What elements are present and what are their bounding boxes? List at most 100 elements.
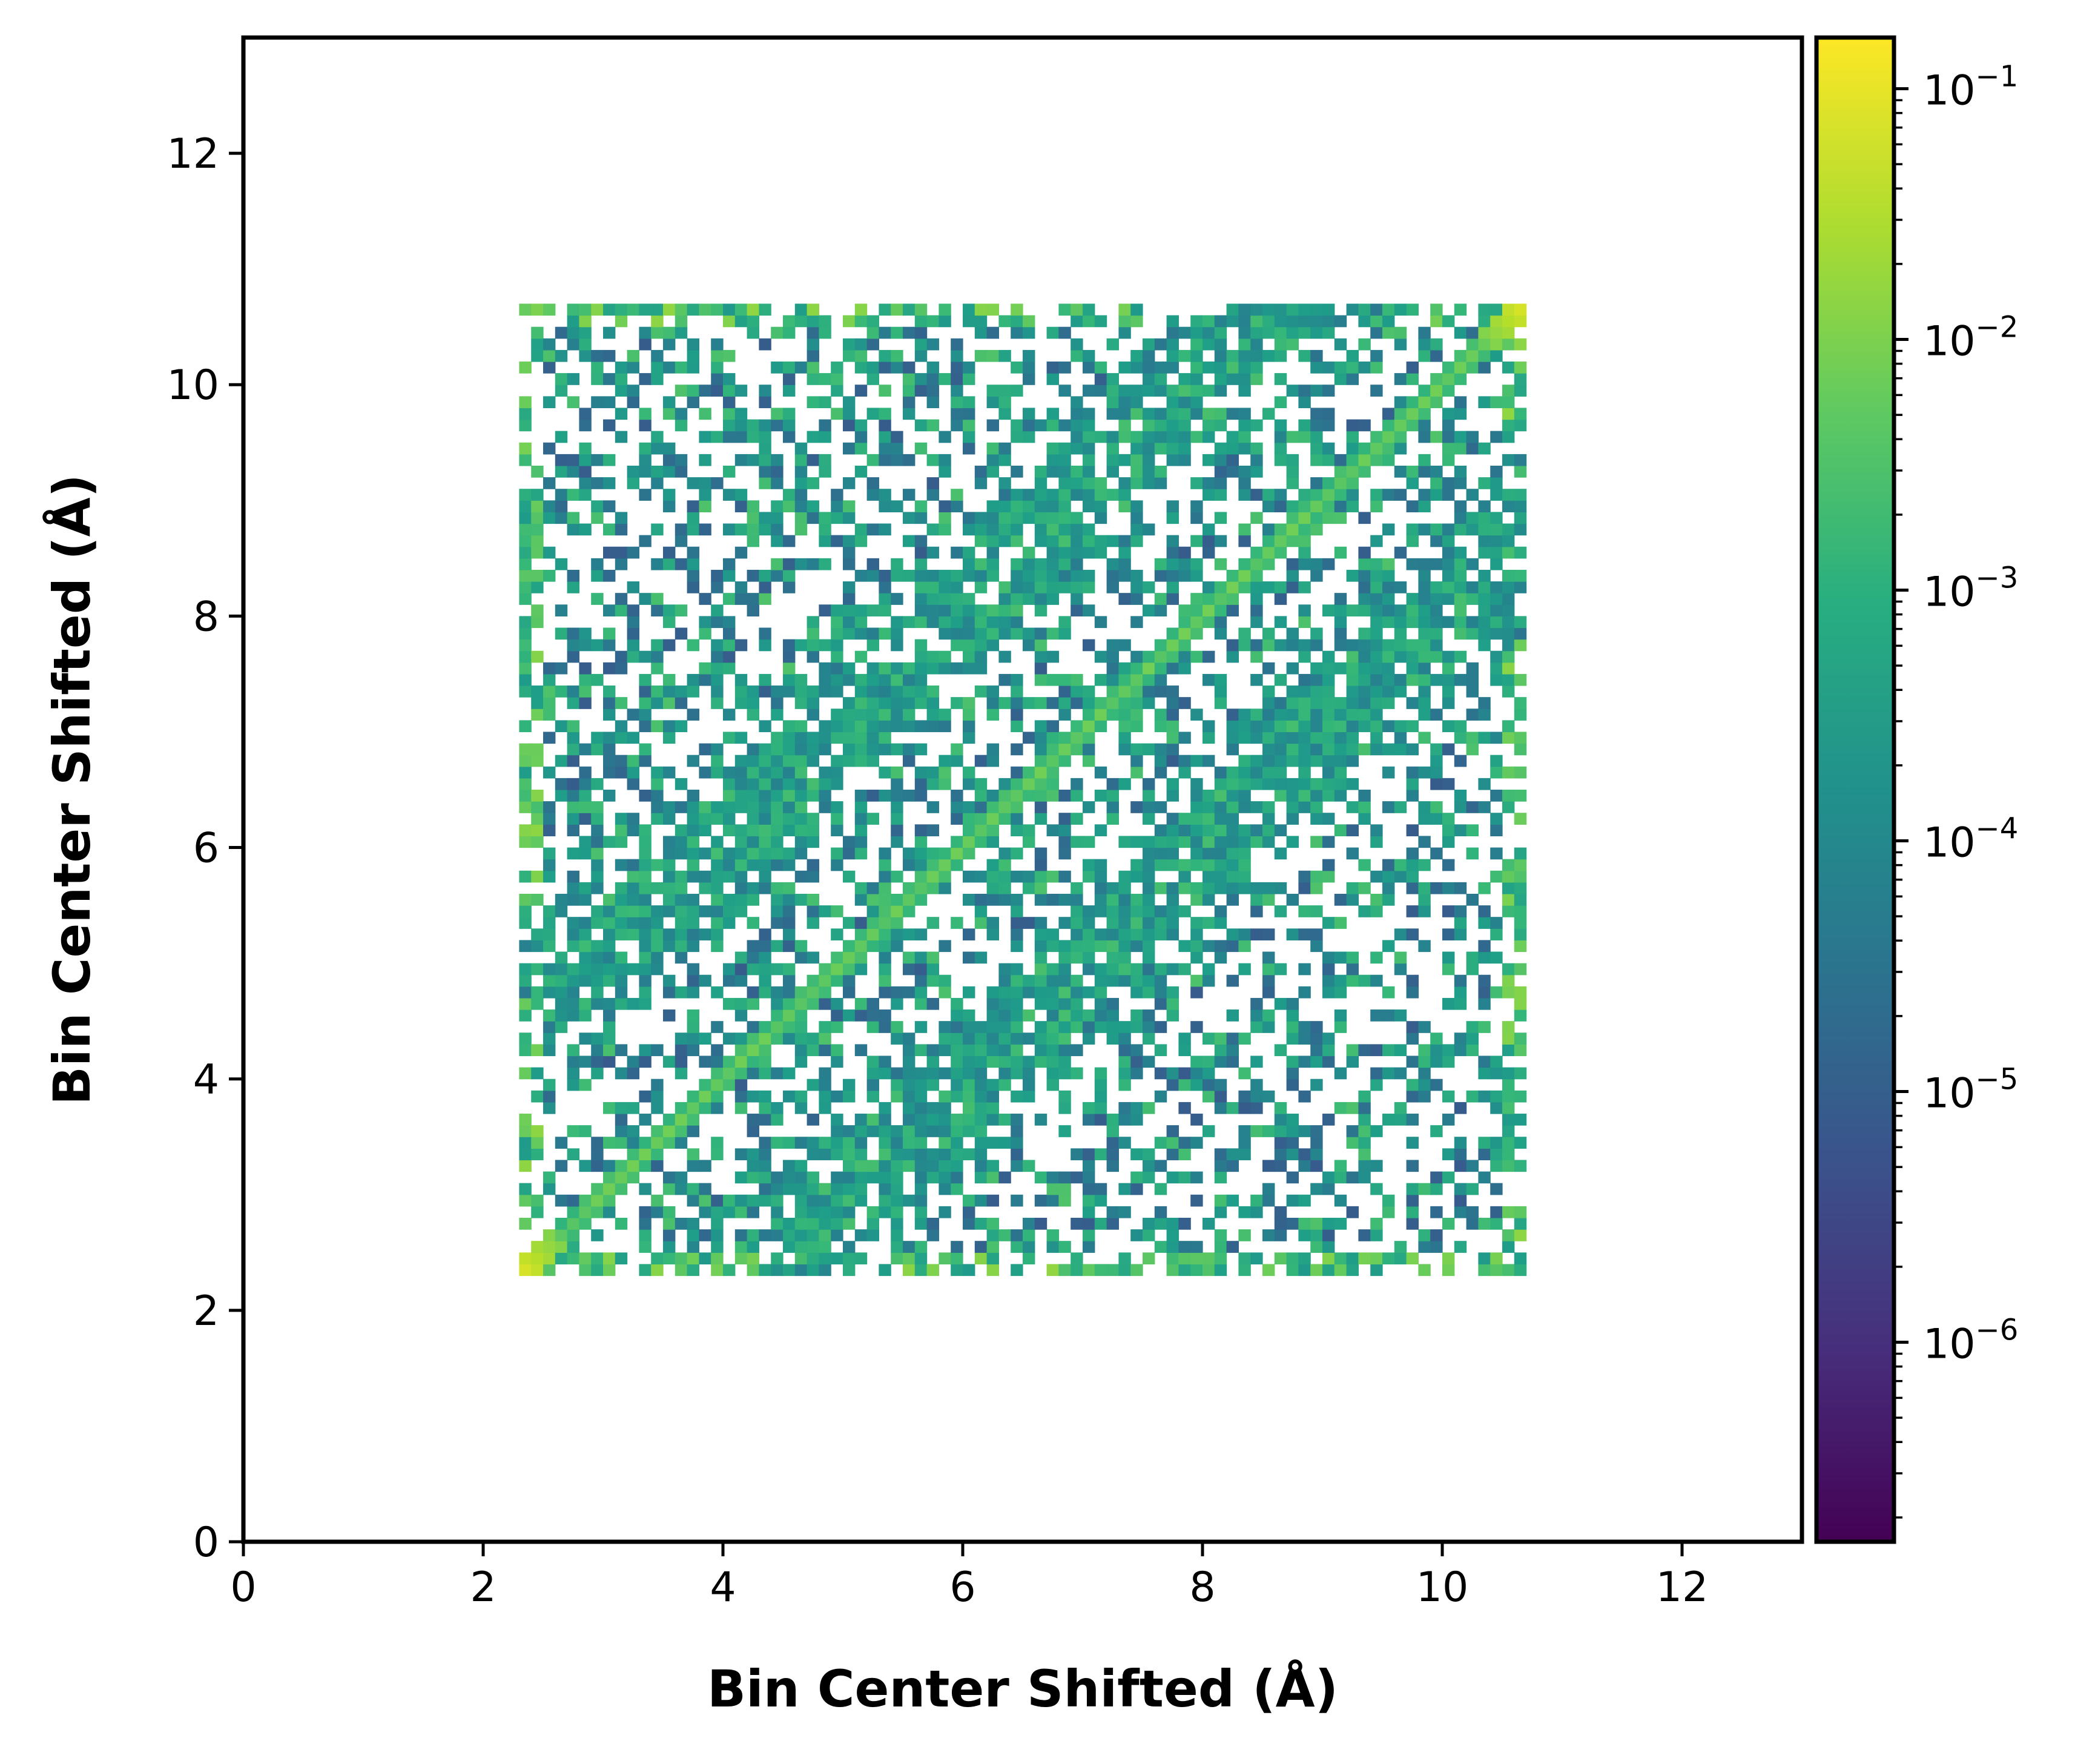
heatmap-cell [1514, 697, 1527, 709]
heatmap-cell [1166, 836, 1179, 848]
heatmap-cell [747, 963, 759, 976]
heatmap-cell [1058, 836, 1071, 848]
heatmap-cell [1238, 709, 1251, 721]
heatmap-cell [926, 1148, 939, 1161]
heatmap-cell [1071, 523, 1083, 536]
heatmap-cell [1406, 419, 1419, 432]
heatmap-cell [1358, 465, 1371, 478]
heatmap-cell [1298, 685, 1311, 698]
heatmap-cell [866, 1090, 879, 1103]
heatmap-cell [939, 581, 951, 593]
heatmap-cell [579, 662, 592, 675]
heatmap-cell [1298, 1264, 1311, 1277]
heatmap-cell [1514, 859, 1527, 871]
heatmap-cell [1106, 1114, 1119, 1126]
heatmap-cell [1406, 408, 1419, 420]
heatmap-cell [1310, 303, 1323, 316]
heatmap-cell [1454, 604, 1467, 616]
heatmap-cell [1046, 986, 1059, 999]
heatmap-cell [1250, 801, 1263, 813]
heatmap-cell [747, 882, 759, 894]
heatmap-cell [1442, 419, 1455, 432]
heatmap-cell [771, 1137, 784, 1149]
heatmap-cell [1346, 893, 1359, 906]
heatmap-cell [1083, 720, 1095, 733]
heatmap-cell [1094, 1009, 1107, 1022]
heatmap-cell [1382, 766, 1395, 779]
heatmap-cell [1322, 1264, 1335, 1277]
heatmap-cell [1094, 431, 1107, 443]
heatmap-cell [1310, 512, 1323, 524]
heatmap-cell [1502, 338, 1515, 351]
heatmap-cell [1286, 778, 1299, 790]
heatmap-cell [567, 1009, 579, 1022]
heatmap-cell [783, 720, 796, 733]
heatmap-cell [891, 1229, 903, 1241]
heatmap-cell [1106, 1264, 1119, 1277]
heatmap-cell [843, 1206, 856, 1218]
heatmap-cell [1094, 963, 1107, 976]
heatmap-cell [831, 1183, 843, 1195]
heatmap-cell [1166, 986, 1179, 999]
heatmap-cell [567, 801, 579, 813]
heatmap-cell [1250, 650, 1263, 663]
heatmap-cell [519, 824, 532, 837]
heatmap-cell [854, 928, 868, 940]
heatmap-cell [986, 500, 999, 513]
heatmap-cell [1166, 569, 1179, 582]
heatmap-cell [627, 905, 639, 917]
heatmap-cell [903, 847, 916, 860]
heatmap-cell [1478, 1090, 1491, 1103]
heatmap-cell [783, 905, 796, 917]
heatmap-cell [711, 836, 724, 848]
heatmap-cell [1442, 997, 1455, 1010]
heatmap-cell [687, 1125, 699, 1137]
heatmap-cell [531, 489, 544, 501]
heatmap-cell [1286, 1217, 1299, 1230]
heatmap-cell [734, 385, 748, 397]
heatmap-cell [1046, 778, 1059, 790]
heatmap-cell [1370, 1229, 1383, 1241]
heatmap-cell [1370, 1217, 1383, 1230]
heatmap-cell [1203, 824, 1215, 837]
heatmap-cell [1190, 778, 1203, 790]
heatmap-cell [1071, 905, 1083, 917]
heatmap-cell [1442, 523, 1455, 536]
heatmap-cell [1226, 1102, 1239, 1114]
heatmap-cell [687, 673, 699, 686]
heatmap-cell [1442, 662, 1455, 675]
heatmap-cell [1214, 349, 1227, 362]
heatmap-cell [1094, 535, 1107, 547]
heatmap-cell [1190, 1021, 1203, 1033]
heatmap-cell [1274, 790, 1287, 802]
heatmap-cell [579, 917, 592, 929]
heatmap-cell [519, 997, 532, 1010]
heatmap-cell [1011, 616, 1023, 629]
heatmap-cell [807, 396, 819, 409]
heatmap-cell [687, 755, 699, 767]
heatmap-cell [891, 1137, 903, 1149]
heatmap-cell [1346, 650, 1359, 663]
heatmap-cell [1046, 465, 1059, 478]
heatmap-cell [939, 512, 951, 524]
heatmap-cell [831, 847, 843, 860]
heatmap-cell [639, 720, 652, 733]
heatmap-cell [854, 940, 868, 953]
heatmap-cell [734, 523, 748, 536]
heatmap-cell [734, 1171, 748, 1184]
heatmap-cell [914, 870, 928, 883]
heatmap-cell [854, 847, 868, 860]
heatmap-cell [986, 882, 999, 894]
heatmap-cell [734, 593, 748, 605]
heatmap-cell [1370, 1067, 1383, 1080]
heatmap-cell [1490, 986, 1503, 999]
heatmap-cell [1442, 1044, 1455, 1057]
heatmap-cell [1214, 489, 1227, 501]
heatmap-cell [567, 1044, 579, 1057]
heatmap-cell [675, 627, 688, 640]
heatmap-cell [866, 662, 879, 675]
heatmap-cell [831, 373, 843, 385]
heatmap-cell [974, 604, 988, 616]
heatmap-cell [974, 801, 988, 813]
heatmap-cell [1058, 1241, 1071, 1253]
